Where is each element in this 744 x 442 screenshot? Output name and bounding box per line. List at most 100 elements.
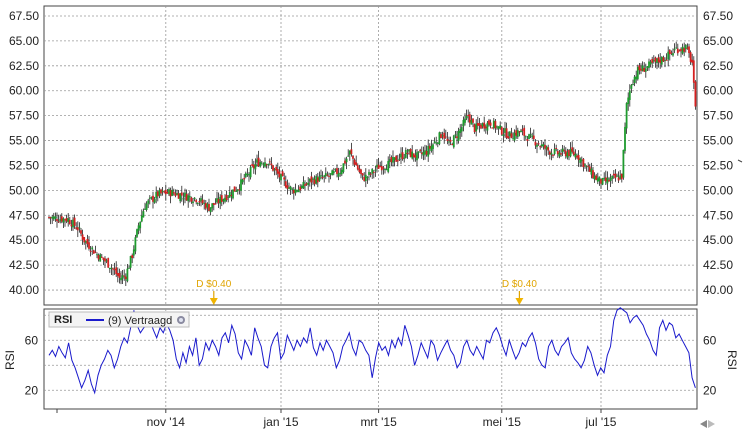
price-tick-label-left: 40.00 [9, 283, 39, 297]
candle-body [358, 168, 361, 173]
x-tick-label: mrt '15 [360, 415, 397, 429]
candle-body [609, 178, 612, 181]
candle-body [120, 277, 122, 281]
candle-body [654, 57, 657, 62]
candle-body [505, 128, 508, 138]
scroll-right-icon[interactable] [708, 420, 715, 428]
candle-body [348, 150, 351, 155]
candle-body [56, 219, 58, 222]
price-tick-label-right: 50.00 [703, 183, 733, 197]
rsi-ylabel-right: RSI [725, 350, 739, 370]
candle-body [454, 134, 457, 136]
candle-body [568, 149, 570, 156]
candle-body [635, 76, 638, 80]
candle-body [555, 148, 558, 150]
candle-body [404, 150, 407, 158]
candle-body [78, 227, 81, 229]
candle-body [449, 139, 452, 142]
candle-body [385, 169, 388, 171]
candle-body [148, 197, 151, 199]
candle-body [430, 146, 433, 151]
candle-body [476, 123, 479, 126]
candle-body [596, 178, 599, 182]
candle-body [89, 250, 92, 252]
candle-body [180, 192, 183, 196]
candle-body [81, 234, 84, 240]
candle-body [222, 199, 225, 202]
candle-body [510, 133, 513, 138]
candle-body [361, 173, 364, 176]
candle-body [676, 48, 679, 54]
rsi-ylabel-left: RSI [3, 350, 17, 370]
candle-body [603, 177, 606, 179]
candle-body [475, 123, 478, 132]
candle-body [297, 189, 300, 193]
candle-body [80, 230, 82, 234]
candle-body [692, 60, 695, 83]
candle-body [310, 176, 313, 183]
candle-body [112, 268, 114, 270]
candle-body [384, 168, 386, 170]
candle-body [160, 189, 162, 194]
candle-body [174, 193, 177, 196]
candle-body [206, 203, 209, 208]
candle-body [542, 144, 545, 147]
candle-body [121, 275, 124, 279]
candle-body [276, 169, 279, 174]
candle-body [70, 224, 73, 227]
candle-body [382, 167, 385, 169]
candle-body [366, 176, 369, 178]
candle-body [667, 51, 670, 60]
candle-body [694, 81, 697, 107]
candle-body [220, 195, 223, 202]
candle-body [646, 66, 649, 69]
candle-body [574, 153, 577, 158]
candle-body [571, 147, 574, 152]
candle-body [65, 217, 68, 222]
candle-body [107, 258, 110, 268]
dividend-arrow-icon[interactable] [209, 298, 218, 305]
dividend-arrow-icon[interactable] [515, 298, 524, 305]
candle-body [150, 197, 153, 199]
candle-body [380, 166, 383, 171]
candle-body [260, 162, 263, 164]
candle-body [278, 171, 281, 178]
candle-body [59, 219, 62, 222]
candle-body [388, 159, 391, 162]
candle-body [294, 188, 297, 194]
candle-body [198, 201, 201, 203]
candle-body [401, 152, 404, 160]
scroll-left-icon[interactable] [700, 420, 707, 428]
candle-body [363, 176, 366, 181]
candle-body [412, 153, 415, 158]
candle-body [662, 57, 665, 62]
candle-body [233, 186, 236, 192]
candle-body [195, 199, 198, 203]
candle-body [628, 90, 631, 100]
candle-body [350, 149, 353, 155]
candle-body [632, 83, 634, 85]
candle-body [126, 268, 129, 282]
candle-body [556, 150, 559, 155]
candle-body [328, 175, 330, 177]
candle-body [576, 155, 578, 158]
candle-body [400, 153, 402, 158]
rsi-legend-box[interactable] [48, 311, 190, 328]
candle-body [227, 196, 230, 198]
candle-body [123, 275, 126, 277]
candle-body [664, 59, 666, 61]
candle-body [97, 255, 100, 260]
candle-body [51, 216, 54, 219]
candle-body [163, 191, 166, 193]
candle-body [665, 59, 668, 61]
candle-body [616, 175, 618, 177]
candle-body [523, 127, 526, 136]
candle-body [601, 178, 604, 185]
candle-body [224, 197, 226, 202]
candle-body [582, 158, 585, 168]
candle-body [478, 123, 481, 126]
candle-body [244, 173, 247, 178]
candle-body [254, 164, 257, 170]
candle-body [465, 115, 468, 119]
candle-body [558, 152, 561, 157]
